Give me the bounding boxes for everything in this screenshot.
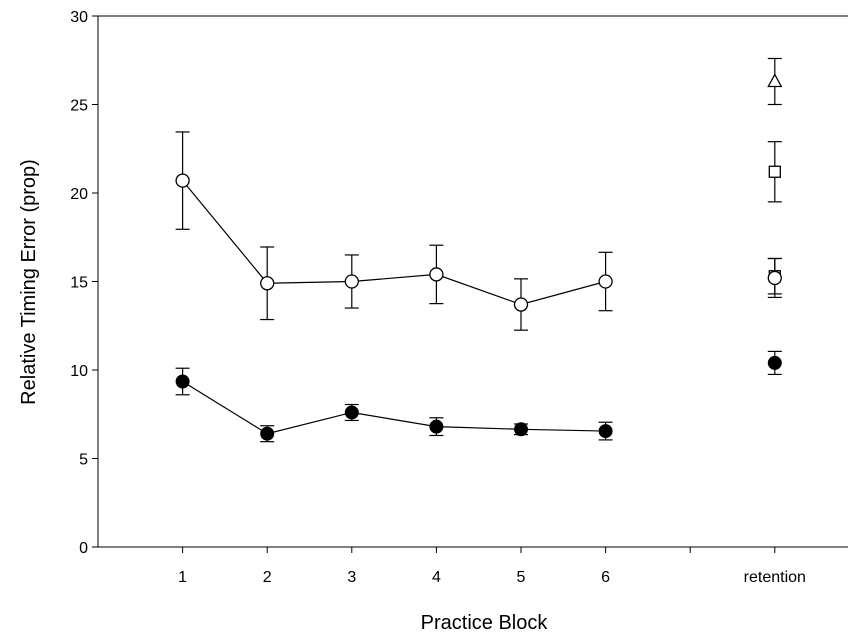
data-point	[260, 426, 275, 441]
series-2	[767, 57, 783, 106]
y-tick-label: 5	[79, 452, 88, 469]
data-point	[429, 419, 444, 434]
data-point	[513, 297, 529, 312]
y-ticks: 0 5 10 15 20 25 30	[70, 9, 98, 557]
data-point	[598, 424, 613, 439]
data-point	[429, 267, 444, 282]
x-tick-label: retention	[744, 569, 806, 586]
series-line	[182, 380, 606, 435]
series-0	[175, 131, 613, 331]
x-ticks: 1 2 3 4 5 6 retention	[178, 547, 806, 586]
y-tick-label: 15	[70, 275, 88, 292]
data-point	[175, 173, 190, 188]
data-point	[514, 422, 528, 437]
data-point	[598, 274, 613, 289]
plot-area	[97, 15, 848, 548]
series-3	[767, 141, 782, 203]
series-1	[175, 367, 613, 443]
data-point	[768, 165, 781, 178]
data-point	[767, 73, 783, 88]
x-axis-title: Practice Block	[421, 612, 549, 634]
y-tick-label: 10	[70, 363, 88, 380]
series-line	[182, 180, 606, 306]
x-tick-label: 5	[517, 569, 526, 586]
x-tick-label: 1	[178, 569, 187, 586]
series-6	[767, 350, 782, 376]
series-5	[767, 257, 782, 299]
data-point	[767, 270, 782, 286]
data-point	[175, 374, 190, 389]
data-point	[344, 405, 359, 420]
y-axis-title: Relative Timing Error (prop)	[18, 159, 40, 405]
data-point	[260, 276, 275, 291]
x-tick-label: 2	[263, 569, 272, 586]
data-point	[767, 355, 782, 370]
data-point	[344, 274, 359, 289]
y-tick-label: 20	[70, 186, 88, 203]
y-tick-label: 0	[79, 540, 88, 557]
x-tick-label: 3	[347, 569, 356, 586]
x-tick-label: 4	[432, 569, 441, 586]
x-tick-label: 6	[601, 569, 610, 586]
y-tick-label: 25	[70, 98, 88, 115]
series-layer	[175, 57, 783, 443]
y-tick-label: 30	[70, 9, 88, 26]
